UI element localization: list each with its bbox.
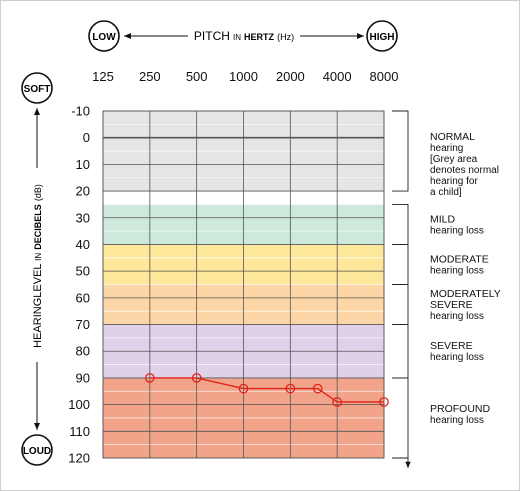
db-title-in: IN — [34, 253, 43, 261]
y-tick-label: 40 — [76, 237, 90, 252]
pitch-title-in: IN — [233, 33, 241, 42]
category-bracket — [392, 377, 409, 459]
x-tick-label: 125 — [92, 69, 114, 84]
x-tick-label: 1000 — [229, 69, 258, 84]
series-line — [149, 377, 384, 403]
low-label: LOW — [92, 32, 116, 43]
y-tick-label: 30 — [76, 210, 90, 225]
data-point — [285, 383, 296, 394]
category-title: PROFOUND — [430, 403, 491, 415]
x-tick-label: 4000 — [323, 69, 352, 84]
data-point — [332, 397, 343, 407]
data-point — [312, 383, 323, 394]
pitch-title-main: PITCH — [194, 29, 230, 43]
category-bracket — [392, 324, 409, 379]
y-tick-label: 0 — [83, 130, 90, 145]
category-desc: hearing for — [430, 176, 478, 187]
y-tick-label: 20 — [76, 184, 90, 199]
low-badge — [88, 20, 120, 52]
high-label: HIGH — [370, 32, 395, 43]
y-tick-label: 100 — [68, 397, 90, 412]
category-title: MODERATE — [430, 253, 489, 265]
y-tick-label: 10 — [76, 157, 90, 172]
category-title: SEVERE — [430, 340, 473, 352]
y-tick-label: 70 — [76, 317, 90, 332]
x-tick-label: 500 — [186, 69, 208, 84]
db-title-unit: DECIBELS — [33, 204, 43, 250]
loud-label: LOUD — [23, 446, 51, 457]
y-tick-label: 60 — [76, 290, 90, 305]
category-bracket — [392, 110, 409, 192]
category-bracket — [392, 244, 409, 285]
category-desc: hearing loss — [430, 352, 484, 363]
x-tick-label: 8000 — [370, 69, 399, 84]
category-bracket — [392, 203, 409, 245]
category-desc: hearing loss — [430, 415, 484, 426]
category-desc: [Grey area — [430, 154, 478, 165]
data-point — [379, 397, 389, 407]
high-badge — [366, 20, 398, 52]
category-desc: denotes normal — [430, 165, 499, 176]
soft-badge — [21, 72, 53, 104]
category-title: MODERATELY — [430, 288, 501, 300]
x-tick-label: 2000 — [276, 69, 305, 84]
data-point — [144, 373, 155, 383]
category-desc: hearing — [430, 143, 463, 154]
pitch-title-unit: HERTZ — [244, 32, 274, 42]
soft-label: SOFT — [24, 84, 51, 95]
data-point — [238, 383, 249, 394]
y-tick-label: 90 — [76, 370, 90, 385]
y-tick-label: 120 — [68, 451, 90, 466]
y-tick-label: -10 — [71, 104, 90, 119]
y-tick-label: 80 — [76, 344, 90, 359]
db-title-db: (dB) — [33, 184, 43, 201]
db-title-main: HEARINGLEVEL — [32, 264, 44, 348]
pitch-title-hz: (Hz) — [277, 32, 294, 42]
category-title: MILD — [430, 213, 456, 225]
pitch-title: PITCH IN HERTZ (Hz) — [194, 29, 294, 43]
x-tick-label: 250 — [139, 69, 161, 84]
category-desc: hearing loss — [430, 225, 484, 236]
db-title: HEARINGLEVEL IN DECIBELS (dB) — [32, 184, 44, 348]
category-desc: hearing loss — [430, 265, 484, 276]
loud-badge — [21, 434, 53, 466]
category-title: NORMAL — [430, 131, 475, 143]
category-bracket — [392, 284, 409, 325]
plot-border — [102, 110, 385, 459]
category-title: SEVERE — [430, 299, 473, 311]
y-tick-label: 50 — [76, 264, 90, 279]
category-desc: hearing loss — [430, 311, 484, 322]
y-tick-label: 110 — [69, 424, 90, 439]
data-point — [191, 373, 202, 383]
category-desc: a child] — [430, 187, 462, 198]
